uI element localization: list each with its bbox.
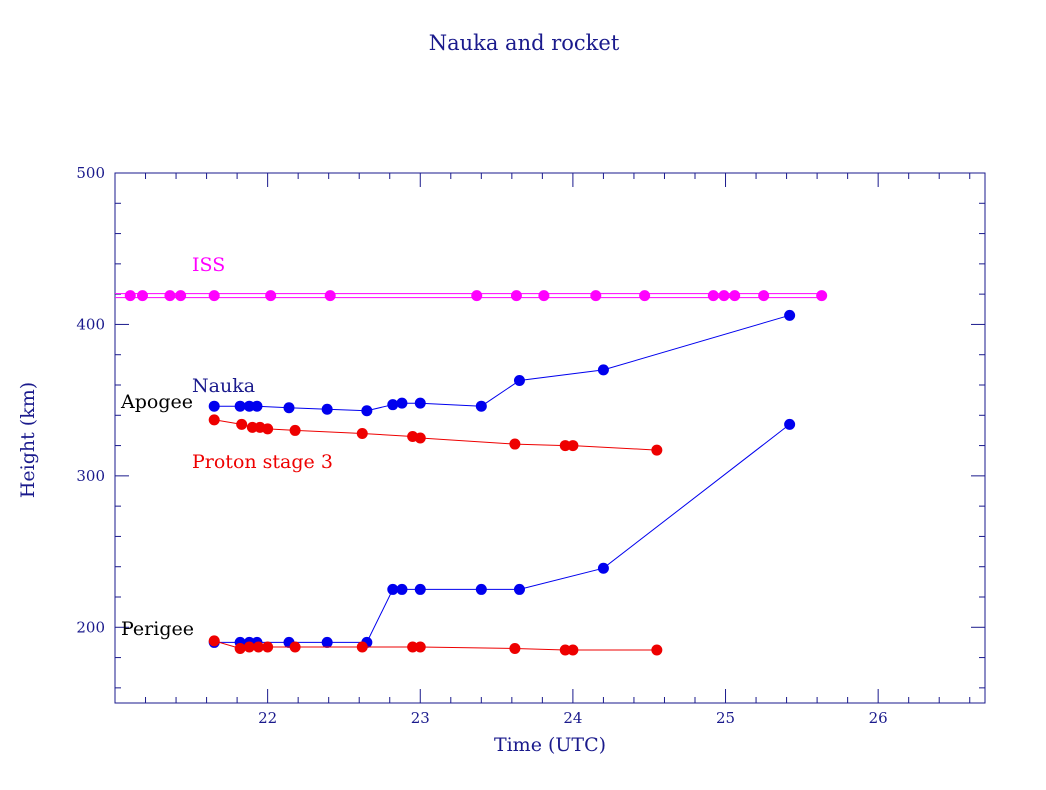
- chart-title: Nauka and rocket: [429, 31, 620, 55]
- x-tick-label: 22: [258, 709, 277, 727]
- series-point-0: [321, 403, 333, 415]
- iss-point: [510, 290, 522, 302]
- series-point-2: [356, 427, 368, 439]
- iss-point: [639, 290, 651, 302]
- series-point-2: [559, 440, 571, 452]
- series-point-3: [289, 641, 301, 653]
- series-point-0: [414, 397, 426, 409]
- axis-ticks: [114, 172, 985, 703]
- series-point-3: [559, 644, 571, 656]
- series-point-2: [651, 444, 663, 456]
- series-point-3: [414, 641, 426, 653]
- series-point-3: [567, 644, 579, 656]
- iss-point: [175, 290, 187, 302]
- y-axis-label: Height (km): [17, 382, 39, 498]
- series-point-2: [262, 423, 274, 435]
- series-point-0: [396, 397, 408, 409]
- series-point-2: [414, 432, 426, 444]
- series-point-2: [567, 440, 579, 452]
- x-tick-label: 23: [411, 709, 430, 727]
- series-point-0: [597, 364, 609, 376]
- annotation-nauka: Nauka: [192, 375, 255, 397]
- series-point-0: [475, 400, 487, 412]
- series-point-3: [262, 641, 274, 653]
- series-point-1: [387, 583, 399, 595]
- series-point-3: [243, 641, 255, 653]
- x-tick-label: 25: [716, 709, 735, 727]
- annotation-apogee: Apogee: [120, 391, 193, 413]
- iss-point: [124, 290, 136, 302]
- x-tick-label: 24: [563, 709, 582, 727]
- series-point-3: [252, 641, 264, 653]
- y-tick-label: 500: [76, 164, 105, 182]
- iss-point: [136, 290, 148, 302]
- series-point-3: [234, 642, 246, 654]
- iss-point: [471, 290, 483, 302]
- series-point-0: [784, 309, 796, 321]
- annotation-iss: ISS: [192, 254, 225, 276]
- iss-point: [590, 290, 602, 302]
- series-point-0: [387, 399, 399, 411]
- series-point-1: [414, 583, 426, 595]
- series-point-1: [784, 418, 796, 430]
- tick-labels: 22 23 24 25 26 200 300 400 500: [76, 164, 887, 727]
- annotation-proton: Proton stage 3: [192, 451, 333, 473]
- y-tick-label: 200: [76, 618, 105, 636]
- series-point-0: [208, 400, 220, 412]
- series-point-2: [236, 418, 248, 430]
- iss-point: [707, 290, 719, 302]
- iss-point: [324, 290, 336, 302]
- series-point-3: [356, 641, 368, 653]
- series-point-0: [251, 400, 263, 412]
- series-point-2: [289, 424, 301, 436]
- series-point-1: [597, 562, 609, 574]
- series-point-0: [513, 374, 525, 386]
- iss-point: [164, 290, 176, 302]
- series-point-1: [513, 583, 525, 595]
- iss-point: [208, 290, 220, 302]
- x-axis-label: Time (UTC): [494, 734, 606, 756]
- series-point-0: [283, 402, 295, 414]
- iss-point: [729, 290, 741, 302]
- iss-point: [538, 290, 550, 302]
- series-point-3: [651, 644, 663, 656]
- series-point-1: [475, 583, 487, 595]
- iss-point: [718, 290, 730, 302]
- annotation-perigee: Perigee: [121, 618, 194, 640]
- series-point-0: [234, 400, 246, 412]
- y-tick-label: 300: [76, 467, 105, 485]
- iss-point: [265, 290, 277, 302]
- series-point-2: [208, 414, 220, 426]
- series-point-1: [396, 583, 408, 595]
- series-point-1: [321, 636, 333, 648]
- x-tick-label: 26: [869, 709, 888, 727]
- y-tick-label: 400: [76, 315, 105, 333]
- series-layer: [115, 290, 828, 656]
- iss-point: [816, 290, 828, 302]
- series-point-0: [361, 405, 373, 417]
- series-point-2: [246, 421, 258, 433]
- plot-frame: [114, 172, 986, 704]
- series-point-3: [208, 635, 220, 647]
- iss-point: [758, 290, 770, 302]
- series-point-3: [407, 641, 419, 653]
- series-point-2: [509, 438, 521, 450]
- series-point-3: [509, 642, 521, 654]
- series-point-0: [243, 400, 255, 412]
